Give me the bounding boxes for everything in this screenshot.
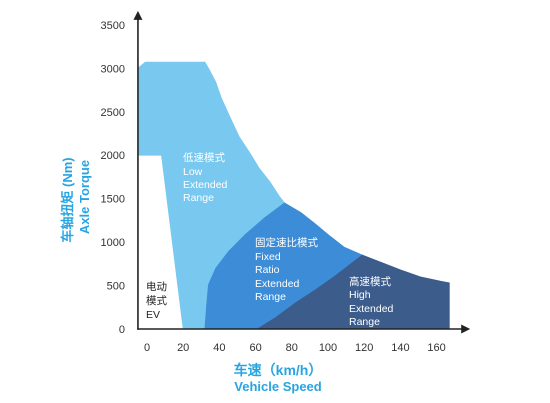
x-tick-label: 60 (249, 342, 261, 354)
x-axis-title-en: Vehicle Speed (234, 379, 321, 394)
low-range-label-line: Low (183, 166, 203, 178)
x-tick-label: 160 (427, 342, 445, 354)
x-tick-label: 80 (286, 342, 298, 354)
x-axis-title-cn: 车速（km/h） (234, 362, 323, 378)
x-axis-arrow (461, 324, 471, 334)
fixed-ratio-label-line: Fixed (255, 251, 281, 263)
y-tick-label: 500 (107, 281, 125, 293)
ev-label-line: 模式 (146, 294, 167, 307)
fixed-ratio-label-line: 固定速比模式 (255, 236, 318, 249)
low-extended-range-label: 低速模式 Low Extended Range (183, 151, 228, 204)
y-tick-label: 3000 (101, 63, 125, 75)
y-tick-label: 1000 (101, 237, 125, 249)
high-range-label-line: Range (349, 316, 380, 328)
y-tick-label: 1500 (101, 194, 125, 206)
fixed-ratio-extended-range-label: 固定速比模式 Fixed Ratio Extended Range (255, 236, 318, 303)
low-range-label-line: Extended (183, 179, 228, 191)
x-axis-title: 车速（km/h） Vehicle Speed (234, 362, 323, 394)
y-axis-title: 车轴扭矩 (Nm) Axle Torque (60, 157, 92, 242)
fixed-ratio-label-line: Extended (255, 278, 300, 290)
fixed-ratio-label-line: Ratio (255, 264, 280, 276)
ev-label-line: EV (146, 309, 160, 321)
ev-region-label: 电动 模式 EV (146, 280, 167, 321)
axes (133, 10, 471, 334)
fixed-ratio-label-line: Range (255, 291, 286, 303)
y-axis-title-en: Axle Torque (77, 160, 92, 234)
y-tick-label: 0 (119, 324, 125, 336)
x-tick-label: 100 (319, 342, 337, 354)
high-range-label-line: 高速模式 (349, 275, 391, 288)
y-tick-label: 3500 (101, 20, 125, 32)
y-axis-title-cn: 车轴扭矩 (Nm) (60, 157, 75, 242)
y-tick-label: 2500 (101, 107, 125, 119)
low-range-label-line: Range (183, 192, 214, 204)
y-axis-arrow (133, 10, 143, 20)
high-extended-range-label: 高速模式 High Extended Range (349, 275, 394, 328)
x-tick-label: 0 (144, 342, 150, 354)
low-range-label-line: 低速模式 (183, 151, 225, 164)
high-range-label-line: High (349, 289, 371, 301)
mode-regions (137, 61, 450, 330)
high-range-label-line: Extended (349, 303, 394, 315)
x-tick-label: 40 (213, 342, 225, 354)
y-tick-labels: 0 500 1000 1500 2000 2500 3000 3500 (101, 20, 125, 336)
x-tick-label: 120 (355, 342, 373, 354)
high-extended-range-region (256, 254, 450, 330)
x-tick-label: 20 (177, 342, 189, 354)
x-tick-labels: 0 20 40 60 80 100 120 140 160 (144, 342, 446, 354)
ev-label-line: 电动 (146, 280, 167, 293)
y-tick-label: 2000 (101, 150, 125, 162)
x-tick-label: 140 (391, 342, 409, 354)
